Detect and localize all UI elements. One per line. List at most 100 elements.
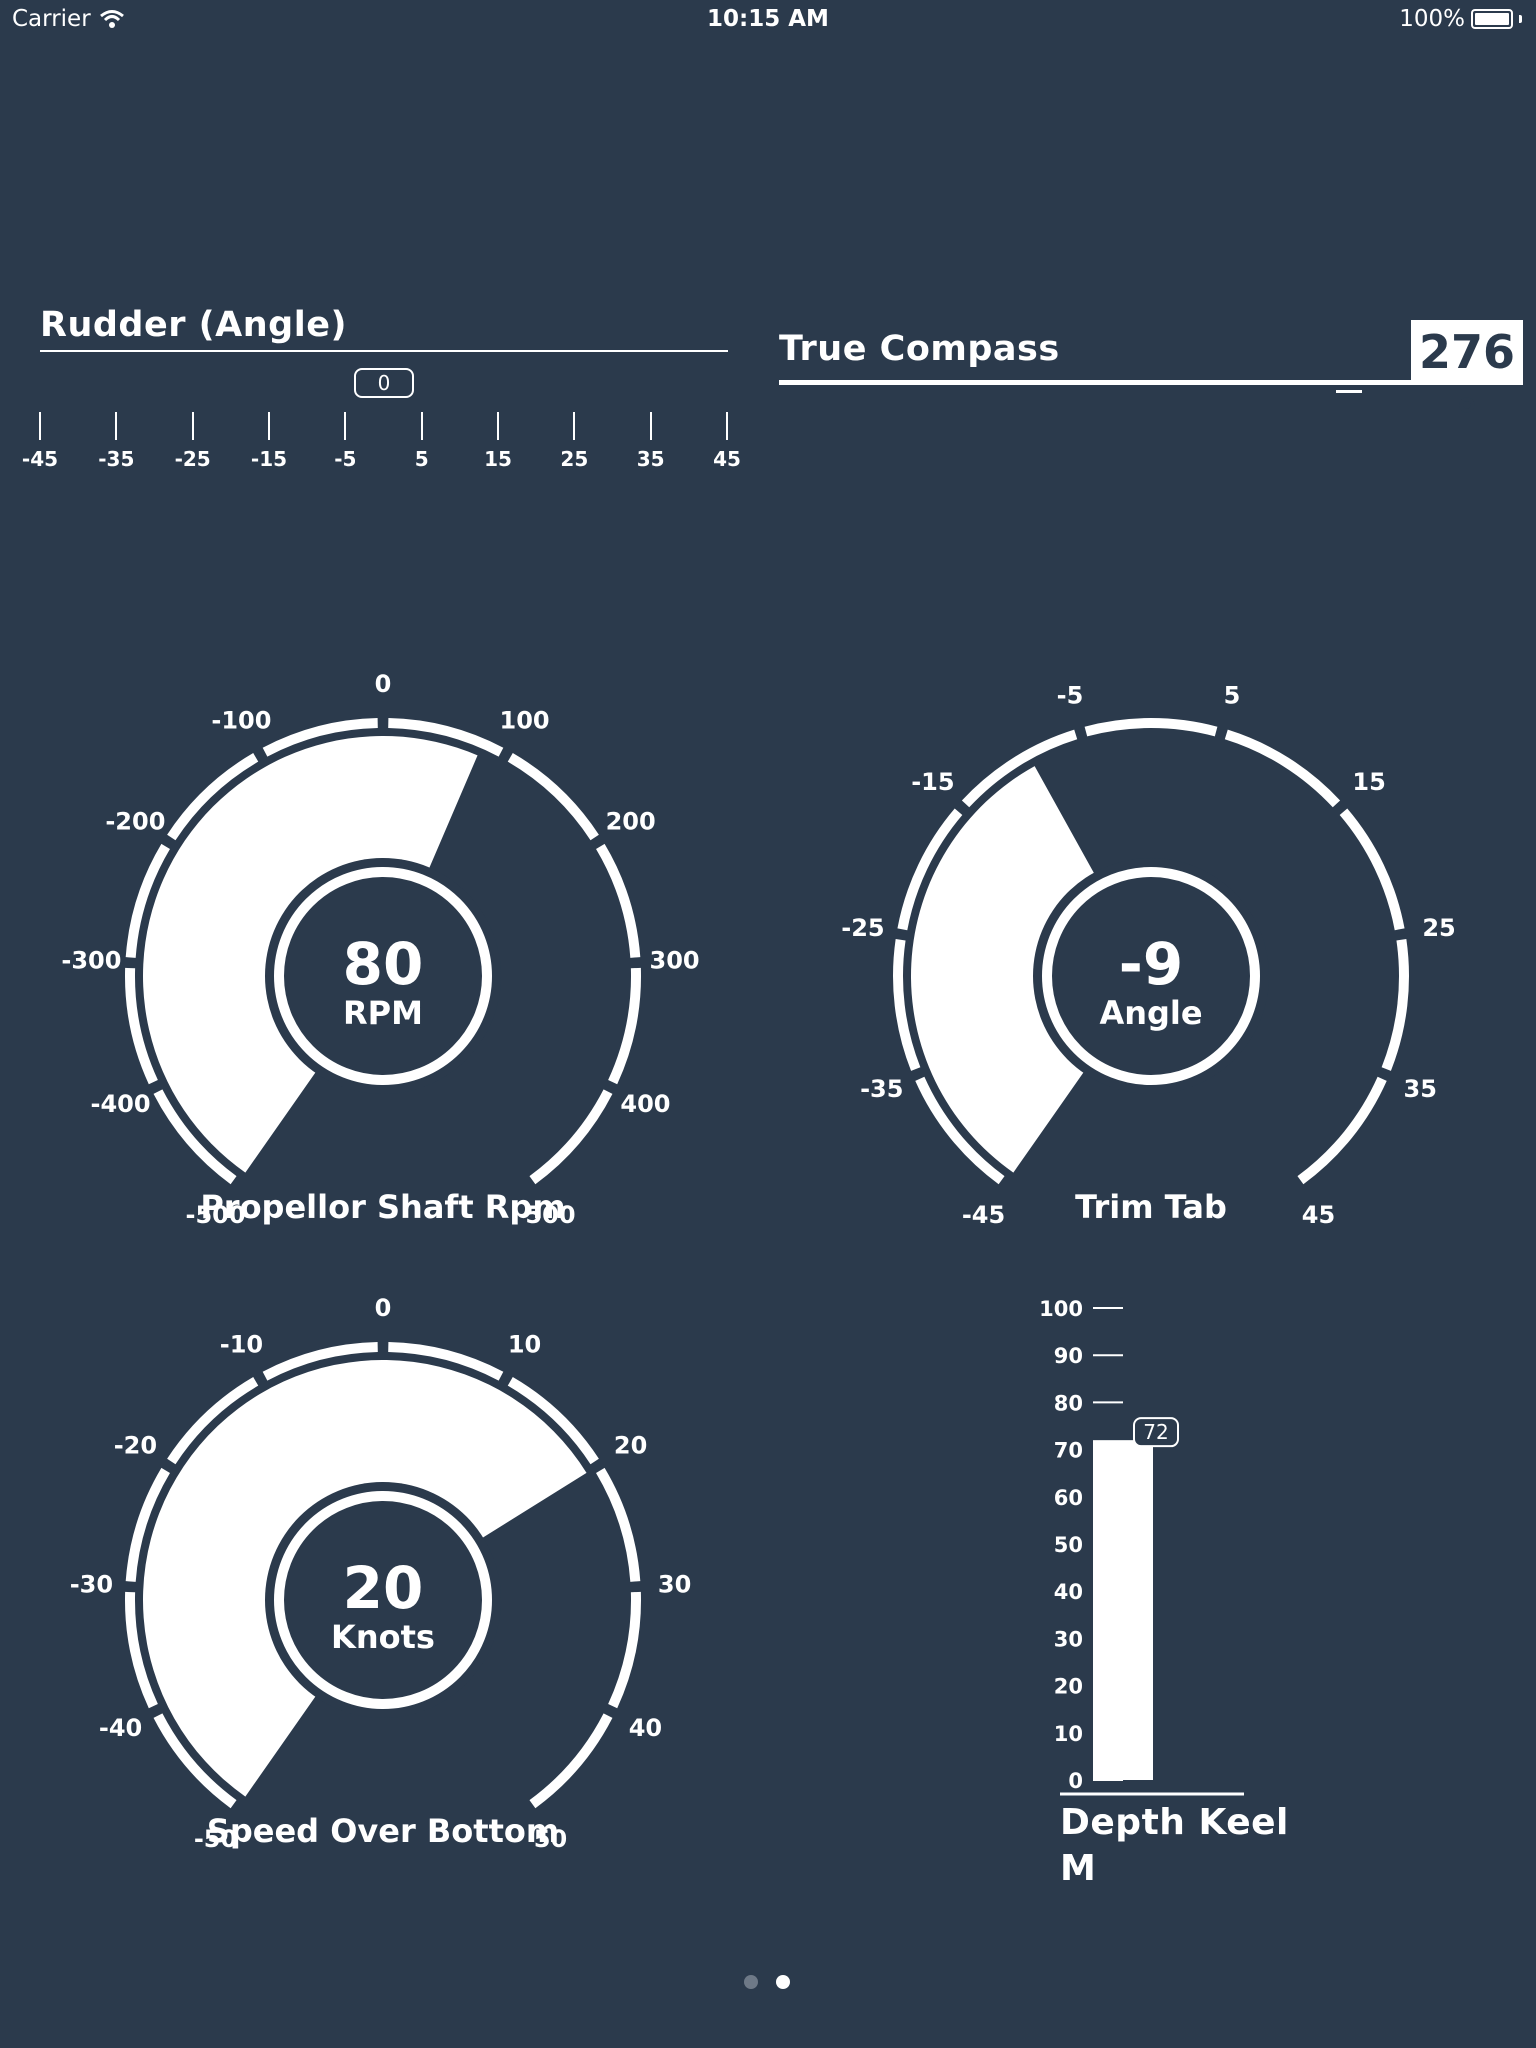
trim-tab-scale-label: -25 bbox=[841, 914, 884, 942]
propellor-rpm-value-fill bbox=[143, 735, 478, 1173]
propellor-rpm-ring-segment bbox=[262, 718, 378, 757]
trim-tab-scale-label: -5 bbox=[1057, 681, 1084, 709]
rudder-tick bbox=[726, 412, 728, 440]
speed-over-bottom-scale-label: 40 bbox=[629, 1714, 662, 1742]
trim-tab-scale-label: 25 bbox=[1422, 914, 1455, 942]
depth-value: 72 bbox=[1143, 1420, 1168, 1444]
trim-tab-ring-segment bbox=[1339, 808, 1405, 931]
trim-tab-unit: Angle bbox=[1099, 994, 1202, 1032]
propellor-rpm-center-ring bbox=[274, 867, 492, 1085]
rudder-tick bbox=[115, 412, 118, 440]
propellor-rpm-scale-label: 300 bbox=[650, 947, 700, 975]
speed-over-bottom-value: 20 bbox=[343, 1554, 424, 1622]
speed-over-bottom-scale-label: -40 bbox=[99, 1714, 142, 1742]
propellor-rpm-ring-segment bbox=[507, 753, 599, 841]
depth-scale-label: 40 bbox=[1054, 1580, 1083, 1604]
propellor-rpm-scale-label: 500 bbox=[525, 1201, 575, 1229]
trim-tab-value-fill bbox=[911, 766, 1097, 1173]
trim-tab-ring-segment bbox=[893, 939, 921, 1071]
speed-over-bottom-ring-segment bbox=[167, 1377, 259, 1465]
trim-tab-scale-label: 15 bbox=[1352, 768, 1385, 796]
speed-over-bottom-scale-label: -50 bbox=[194, 1825, 237, 1853]
propellor-rpm-ring-segment bbox=[608, 967, 641, 1085]
depth-scale-label: 30 bbox=[1054, 1627, 1083, 1651]
propellor-rpm-ring-segment bbox=[167, 753, 259, 841]
propellor-rpm-scale-label: 400 bbox=[620, 1090, 670, 1118]
rudder-tick bbox=[573, 412, 576, 440]
depth-value-bar bbox=[1093, 1440, 1153, 1780]
speed-over-bottom-scale-label: 30 bbox=[658, 1571, 691, 1599]
compass-baseline bbox=[779, 380, 1523, 385]
status-bar: Carrier 10:15 AM 100% bbox=[0, 0, 1536, 40]
status-time: 10:15 AM bbox=[707, 6, 829, 32]
trim-tab-value: -9 bbox=[1119, 930, 1183, 998]
rudder-tick-label: 5 bbox=[414, 447, 429, 471]
rudder-tick bbox=[268, 412, 270, 440]
speed-over-bottom-caption: Speed Over Bottom bbox=[206, 1812, 560, 1850]
trim-tab-ring-segment bbox=[1224, 729, 1341, 808]
trim-tab-center-ring bbox=[1042, 867, 1260, 1085]
trim-tab-ring-segment bbox=[915, 1076, 1005, 1185]
rudder-tick-label: -15 bbox=[250, 447, 288, 471]
propellor-rpm-scale-label: 0 bbox=[375, 670, 392, 698]
page-dot-1[interactable] bbox=[744, 1975, 758, 1989]
speed-over-bottom-unit: Knots bbox=[331, 1618, 435, 1656]
depth-scale-label: 50 bbox=[1054, 1533, 1083, 1557]
compass-value: 276 ° bbox=[1411, 320, 1523, 443]
depth-keel-title: Depth Keel M bbox=[1060, 1800, 1289, 1892]
rudder-tick bbox=[344, 412, 347, 440]
propellor-rpm-scale-label: -400 bbox=[91, 1090, 151, 1118]
carrier-info: Carrier bbox=[12, 6, 125, 32]
speed-over-bottom-ring-segment bbox=[596, 1467, 641, 1582]
rudder-title: Rudder (Angle) bbox=[40, 305, 347, 345]
depth-scale-label: 100 bbox=[1039, 1297, 1083, 1321]
propellor-rpm-ring-segment bbox=[388, 718, 504, 757]
rudder-tick-label: 15 bbox=[484, 447, 512, 471]
trim-tab-caption: Trim Tab bbox=[1075, 1188, 1227, 1226]
trim-tab-ring-segment bbox=[1381, 939, 1409, 1071]
speed-over-bottom-scale-label: 10 bbox=[508, 1331, 541, 1359]
speed-over-bottom-ring-segment bbox=[262, 1342, 378, 1381]
speed-over-bottom-scale-label: -10 bbox=[220, 1331, 263, 1359]
propellor-rpm-scale-label: 200 bbox=[606, 807, 656, 835]
speed-over-bottom-scale-label: -30 bbox=[70, 1571, 113, 1599]
depth-scale-label: 60 bbox=[1054, 1486, 1083, 1510]
trim-tab-scale-label: -15 bbox=[911, 768, 954, 796]
speed-over-bottom-ring-segment bbox=[529, 1713, 613, 1809]
depth-scale-label: 80 bbox=[1054, 1391, 1083, 1415]
depth-scale-label: 10 bbox=[1054, 1722, 1083, 1746]
trim-tab-ring-segment bbox=[1084, 718, 1218, 737]
depth-keel-title-line1: Depth Keel bbox=[1060, 1802, 1289, 1843]
speed-over-bottom-scale-label: 0 bbox=[375, 1294, 392, 1322]
propellor-rpm-ring-segment bbox=[529, 1089, 613, 1185]
propellor-rpm-scale-label: -100 bbox=[211, 707, 271, 735]
depth-keel-title-line2: M bbox=[1060, 1848, 1097, 1889]
propellor-rpm-ring-segment bbox=[125, 967, 158, 1085]
speed-over-bottom-ring-segment bbox=[125, 1467, 170, 1582]
depth-scale-label: 20 bbox=[1054, 1675, 1083, 1699]
page-dot-2[interactable] bbox=[776, 1975, 790, 1989]
speed-over-bottom-ring-segment bbox=[125, 1591, 158, 1709]
compass-title: True Compass bbox=[779, 329, 1060, 369]
depth-scale-label: 70 bbox=[1054, 1439, 1083, 1463]
battery-icon bbox=[1471, 9, 1513, 29]
trim-tab-scale-label: 5 bbox=[1224, 681, 1241, 709]
trim-tab-ring-segment bbox=[961, 729, 1078, 808]
depth-scale-label: 0 bbox=[1068, 1769, 1083, 1793]
rudder-tick-label: -35 bbox=[98, 447, 135, 471]
rudder-tick bbox=[649, 412, 652, 440]
depth-scale-label: 90 bbox=[1054, 1344, 1083, 1368]
rudder-tick bbox=[420, 412, 423, 440]
propellor-rpm-scale-label: -200 bbox=[105, 807, 165, 835]
propellor-rpm-caption: Propellor Shaft Rpm bbox=[200, 1188, 566, 1226]
wifi-icon bbox=[99, 10, 124, 28]
rudder-tick bbox=[497, 412, 499, 440]
speed-over-bottom-ring-segment bbox=[153, 1713, 237, 1809]
compass-heading-marker bbox=[1336, 390, 1362, 393]
propellor-rpm-unit: RPM bbox=[343, 994, 423, 1032]
trim-tab-scale-label: 35 bbox=[1404, 1075, 1437, 1103]
